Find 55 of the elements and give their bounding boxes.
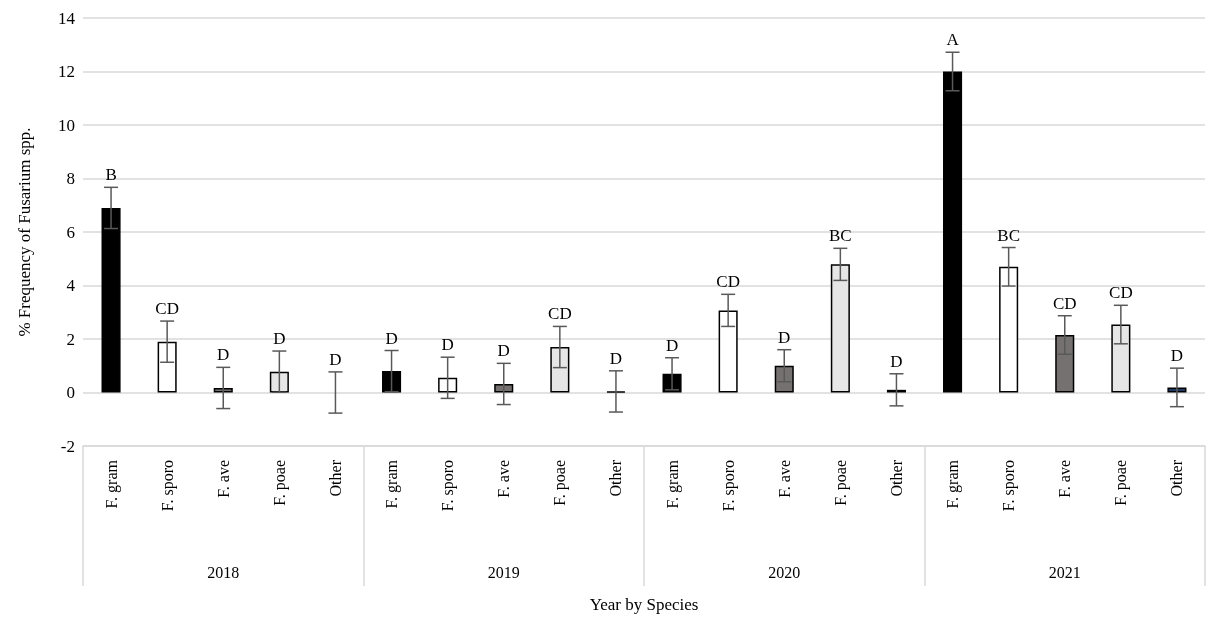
text: 2019: [487, 563, 520, 581]
data-label: CD: [1109, 283, 1133, 303]
data-label: CD: [548, 304, 572, 324]
x-axis-title: Year by Species: [589, 595, 699, 614]
x-tick-label: F. poae: [551, 460, 570, 506]
y-tick-label: 0: [66, 383, 75, 402]
data-label: D: [217, 345, 230, 365]
y-tick-label: 4: [66, 276, 76, 295]
y-axis-title: % Frequency of Fusarium spp.: [15, 127, 34, 337]
x-tick-label: F. poae: [270, 460, 289, 506]
x-tick-label: F. ave: [1056, 460, 1074, 498]
x-tick-label: F. sporo: [439, 460, 458, 512]
data-label: CD: [155, 299, 179, 319]
x-tick-label: F. gram: [663, 459, 682, 509]
x-tick-label: F. ave: [495, 460, 513, 498]
data-label: D: [890, 351, 903, 371]
y-tick-label: -2: [60, 436, 75, 456]
y-tick-label: 6: [66, 222, 75, 242]
text: 2020: [768, 563, 801, 581]
x-tick-label: F. poae: [831, 460, 850, 506]
x-tick-label: F. sporo: [1000, 460, 1019, 512]
data-label: BC: [997, 225, 1020, 245]
data-label: D: [273, 329, 286, 349]
x-tick-label: Other: [887, 459, 905, 497]
text: 2021: [1048, 563, 1081, 581]
x-tick-label: Other: [326, 459, 344, 497]
data-label: D: [778, 327, 791, 347]
x-tick-label: Other: [1168, 459, 1186, 497]
y-tick-label: 10: [58, 115, 75, 135]
data-label: D: [665, 335, 679, 355]
y-tick-label: 2: [66, 329, 75, 349]
data-label: D: [329, 349, 342, 369]
y-tick-label: 14: [58, 8, 76, 28]
x-tick-label: F. poae: [1112, 460, 1131, 506]
data-label: BC: [829, 226, 852, 246]
data-label: CD: [1052, 293, 1077, 313]
data-label: D: [385, 328, 398, 348]
x-tick-label: F. gram: [383, 459, 402, 509]
y-tick-label: 12: [58, 62, 75, 81]
data-label: D: [1170, 346, 1184, 366]
x-tick-label: F. sporo: [158, 460, 177, 512]
data-label: D: [609, 348, 623, 368]
x-tick-label: F. gram: [944, 459, 963, 509]
x-tick-label: F. sporo: [719, 460, 738, 512]
x-tick-label: F. gram: [102, 459, 121, 509]
data-label: CD: [716, 272, 740, 292]
data-label: D: [441, 335, 454, 355]
data-label: D: [497, 341, 510, 361]
y-tick-label: 8: [66, 169, 75, 188]
text: 2018: [207, 563, 240, 581]
data-label: A: [946, 30, 960, 50]
x-tick-label: F. ave: [775, 460, 793, 498]
x-tick-label: Other: [607, 459, 625, 497]
x-tick-label: F. ave: [214, 460, 232, 498]
data-label: B: [105, 165, 117, 185]
